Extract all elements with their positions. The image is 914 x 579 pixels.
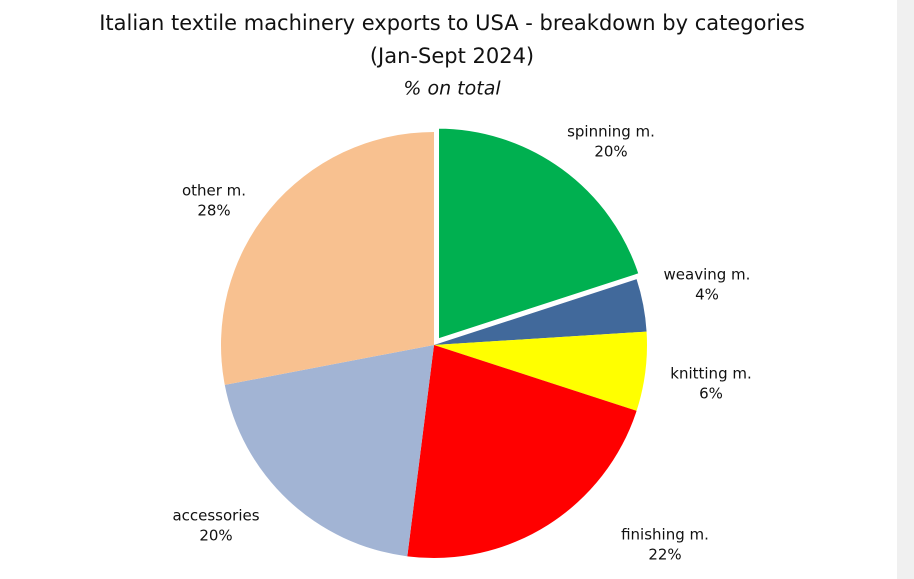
- value-label: 4%: [695, 286, 719, 304]
- side-strip: [897, 0, 914, 579]
- value-label: 22%: [648, 546, 681, 564]
- value-label: 28%: [197, 202, 230, 220]
- pie-slice: [434, 331, 647, 411]
- pie-slice: [220, 132, 434, 385]
- chart-title: Italian textile machinery exports to USA…: [99, 11, 805, 35]
- value-label: 20%: [594, 143, 627, 161]
- value-label: 20%: [199, 527, 232, 545]
- slice-label: weaving m.: [664, 266, 751, 284]
- chart-title: (Jan-Sept 2024): [370, 44, 534, 68]
- pie-slice: [224, 345, 434, 557]
- slice-label: knitting m.: [670, 365, 751, 383]
- slice-label: spinning m.: [567, 123, 655, 141]
- slice-label: finishing m.: [621, 526, 709, 544]
- slice-label: other m.: [182, 182, 246, 200]
- slice-label: accessories: [172, 507, 259, 525]
- pie-slice: [436, 125, 642, 343]
- value-label: 6%: [699, 385, 723, 403]
- chart-subtitle: % on total: [403, 78, 501, 100]
- pie-slice: [407, 345, 637, 559]
- pie-slice: [434, 279, 647, 345]
